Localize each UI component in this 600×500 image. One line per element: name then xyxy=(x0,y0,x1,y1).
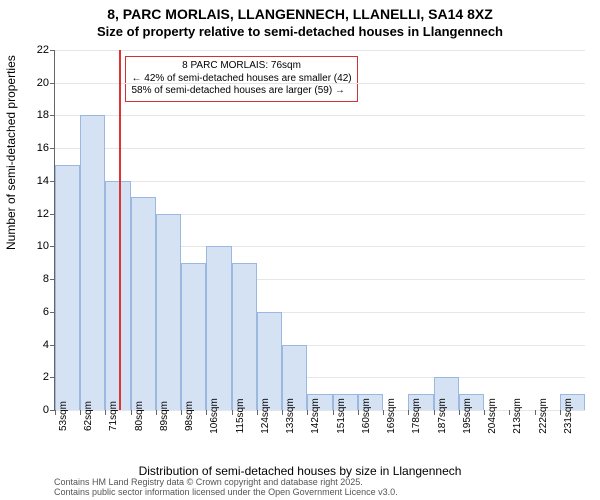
xtick-mark xyxy=(105,410,106,415)
ytick-label: 8 xyxy=(43,273,49,285)
annotation-box: 8 PARC MORLAIS: 76sqm ← 42% of semi-deta… xyxy=(125,56,357,102)
xtick-mark xyxy=(434,410,435,415)
xtick-mark xyxy=(307,410,308,415)
xtick-label: 115sqm xyxy=(235,399,246,434)
xtick-label: 204sqm xyxy=(487,398,498,434)
gridline xyxy=(55,83,585,84)
xtick-mark xyxy=(181,410,182,415)
xtick-label: 53sqm xyxy=(58,401,69,431)
xtick-label: 231sqm xyxy=(563,398,574,434)
reference-line xyxy=(119,50,121,410)
ytick-mark xyxy=(50,115,55,116)
xtick-label: 89sqm xyxy=(159,401,170,431)
y-axis-label: Number of semi-detached properties xyxy=(4,55,18,250)
xtick-mark xyxy=(257,410,258,415)
xtick-mark xyxy=(560,410,561,415)
xtick-label: 222sqm xyxy=(538,398,549,434)
gridline xyxy=(55,181,585,182)
ytick-label: 4 xyxy=(43,339,49,351)
xtick-mark xyxy=(484,410,485,415)
xtick-label: 62sqm xyxy=(83,401,94,431)
gridline xyxy=(55,50,585,51)
xtick-mark xyxy=(509,410,510,415)
histogram-bar xyxy=(181,263,206,410)
plot-area: 8 PARC MORLAIS: 76sqm ← 42% of semi-deta… xyxy=(54,50,585,411)
xtick-mark xyxy=(232,410,233,415)
xtick-label: 151sqm xyxy=(336,398,347,434)
histogram-bar xyxy=(131,197,156,410)
histogram-bar xyxy=(257,312,282,410)
xtick-label: 106sqm xyxy=(209,398,220,434)
ytick-label: 18 xyxy=(37,109,49,121)
footer-line2: Contains public sector information licen… xyxy=(54,488,398,498)
histogram-bar xyxy=(232,263,257,410)
xtick-label: 169sqm xyxy=(386,398,397,434)
xtick-label: 187sqm xyxy=(437,398,448,434)
xtick-label: 80sqm xyxy=(134,401,145,431)
xtick-mark xyxy=(535,410,536,415)
chart-title-line1: 8, PARC MORLAIS, LLANGENNECH, LLANELLI, … xyxy=(0,6,600,22)
xtick-label: 178sqm xyxy=(411,398,422,434)
xtick-mark xyxy=(383,410,384,415)
annotation-line1: 8 PARC MORLAIS: 76sqm xyxy=(131,60,351,73)
xtick-label: 195sqm xyxy=(462,398,473,434)
xtick-mark xyxy=(282,410,283,415)
ytick-mark xyxy=(50,148,55,149)
x-axis-label: Distribution of semi-detached houses by … xyxy=(0,464,600,478)
xtick-mark xyxy=(333,410,334,415)
xtick-label: 160sqm xyxy=(361,398,372,434)
ytick-label: 10 xyxy=(37,240,49,252)
ytick-label: 12 xyxy=(37,208,49,220)
xtick-mark xyxy=(55,410,56,415)
gridline xyxy=(55,115,585,116)
xtick-label: 133sqm xyxy=(285,398,296,434)
xtick-label: 213sqm xyxy=(512,398,523,434)
ytick-label: 20 xyxy=(37,77,49,89)
ytick-mark xyxy=(50,83,55,84)
xtick-mark xyxy=(206,410,207,415)
xtick-mark xyxy=(408,410,409,415)
xtick-mark xyxy=(358,410,359,415)
chart-title-line2: Size of property relative to semi-detach… xyxy=(0,24,600,39)
ytick-label: 0 xyxy=(43,404,49,416)
histogram-bar xyxy=(55,165,80,410)
histogram-bar xyxy=(105,181,130,410)
ytick-label: 14 xyxy=(37,175,49,187)
ytick-label: 6 xyxy=(43,306,49,318)
histogram-bar xyxy=(156,214,181,410)
ytick-label: 22 xyxy=(37,44,49,56)
ytick-label: 16 xyxy=(37,142,49,154)
xtick-label: 142sqm xyxy=(310,398,321,434)
histogram-bar xyxy=(80,115,105,410)
xtick-label: 124sqm xyxy=(260,398,271,434)
xtick-mark xyxy=(131,410,132,415)
xtick-label: 98sqm xyxy=(184,401,195,431)
ytick-label: 2 xyxy=(43,371,49,383)
histogram-bar xyxy=(206,246,231,410)
xtick-mark xyxy=(459,410,460,415)
annotation-line3: 58% of semi-detached houses are larger (… xyxy=(131,85,351,98)
footer-attribution: Contains HM Land Registry data © Crown c… xyxy=(54,478,398,498)
gridline xyxy=(55,148,585,149)
xtick-label: 71sqm xyxy=(108,401,119,431)
xtick-mark xyxy=(156,410,157,415)
xtick-mark xyxy=(80,410,81,415)
ytick-mark xyxy=(50,50,55,51)
